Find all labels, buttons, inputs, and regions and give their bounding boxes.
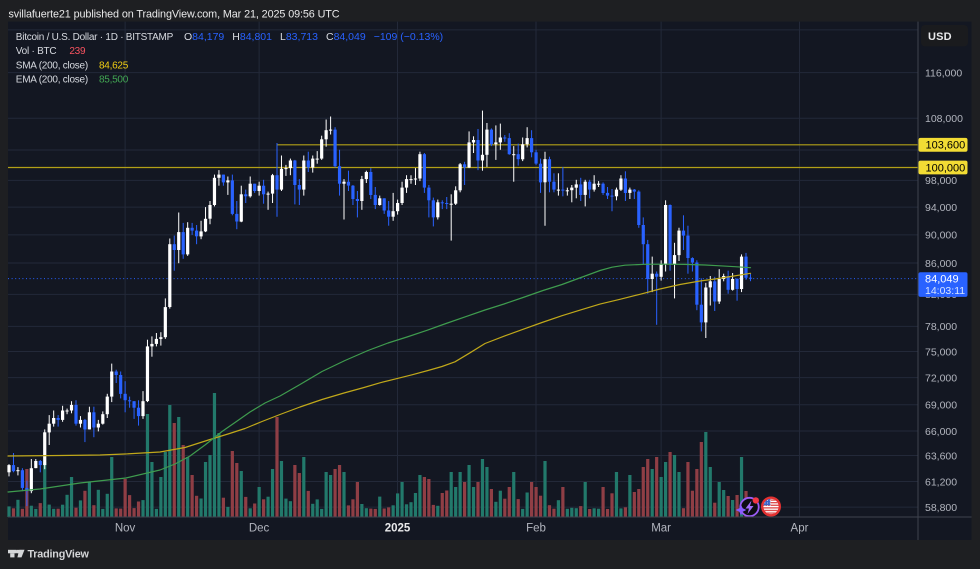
- svg-text:69,000: 69,000: [925, 400, 957, 412]
- svg-text:100,000: 100,000: [926, 162, 966, 174]
- svg-text:78,000: 78,000: [925, 321, 957, 333]
- svg-text:75,000: 75,000: [925, 346, 957, 358]
- svg-text:94,000: 94,000: [925, 202, 957, 214]
- svg-text:Feb: Feb: [526, 523, 546, 535]
- svg-text:Apr: Apr: [791, 523, 809, 535]
- svg-text:84,049: 84,049: [925, 274, 959, 286]
- svg-text:Mar: Mar: [651, 523, 671, 535]
- svg-text:72,000: 72,000: [925, 372, 957, 384]
- svg-text:61,200: 61,200: [925, 476, 957, 488]
- svg-text:2025: 2025: [385, 523, 411, 535]
- svg-text:Dec: Dec: [249, 523, 270, 535]
- svg-text:63,600: 63,600: [925, 450, 957, 462]
- svg-text:EMA (200, close)85,500: EMA (200, close) 85,500: [16, 75, 129, 86]
- svg-text:98,000: 98,000: [925, 175, 957, 187]
- svg-text:Nov: Nov: [115, 523, 136, 535]
- svg-text:116,000: 116,000: [925, 67, 962, 79]
- svg-text:SMA (200, close)84,625: SMA (200, close) 84,625: [16, 60, 129, 71]
- svg-text:14:03:11: 14:03:11: [925, 285, 965, 297]
- svg-text:90,000: 90,000: [925, 230, 957, 242]
- svg-text:86,000: 86,000: [925, 258, 957, 270]
- svg-text:66,000: 66,000: [925, 426, 957, 438]
- svg-text:103,600: 103,600: [926, 140, 966, 152]
- svg-text:TradingView: TradingView: [28, 549, 90, 561]
- svg-text:58,800: 58,800: [925, 502, 957, 514]
- svg-text:108,000: 108,000: [925, 113, 963, 125]
- svg-text:svillafuerte21 published on Tr: svillafuerte21 published on TradingView.…: [9, 9, 340, 21]
- svg-text:USD: USD: [928, 31, 952, 43]
